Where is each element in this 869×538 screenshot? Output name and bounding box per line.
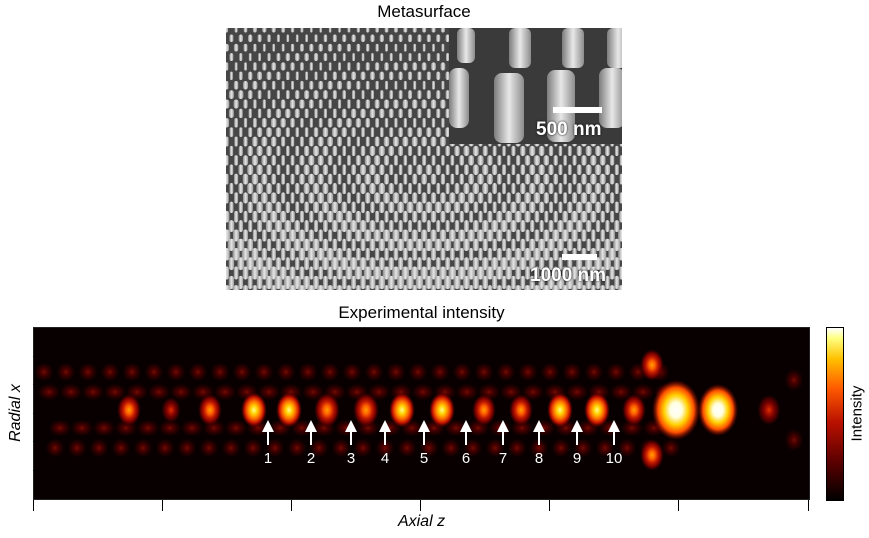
x-tick xyxy=(291,500,292,511)
x-tick xyxy=(420,500,421,511)
x-tick xyxy=(549,500,550,511)
x-tick xyxy=(808,500,809,511)
focus-arrow xyxy=(533,420,545,445)
focus-label: 8 xyxy=(535,450,543,467)
focus-label: 3 xyxy=(347,450,355,467)
intensity-map: 1 2 3 4 5 6 7 8 9 10 xyxy=(33,327,810,500)
focus-label: 7 xyxy=(499,450,507,467)
focus-label: 5 xyxy=(420,450,428,467)
colorbar xyxy=(826,327,844,501)
y-axis-label: Radial x xyxy=(7,384,24,442)
focus-arrow xyxy=(497,420,509,445)
x-axis-label: Axial z xyxy=(397,513,446,530)
focus-label: 2 xyxy=(307,450,315,467)
plot-title: Experimental intensity xyxy=(338,303,505,322)
x-tick xyxy=(33,500,34,511)
focus-arrow xyxy=(345,420,357,445)
focus-label: 4 xyxy=(381,450,389,467)
focus-arrow xyxy=(608,420,620,445)
sem-inset-micrograph xyxy=(449,28,622,144)
sem-title: Metasurface xyxy=(377,2,471,21)
focus-arrow xyxy=(460,420,472,445)
focus-arrow xyxy=(571,420,583,445)
inset-scale-bar xyxy=(553,107,602,113)
main-scale-bar xyxy=(562,254,597,260)
focus-label: 6 xyxy=(462,450,470,467)
focus-arrow xyxy=(379,420,391,445)
inset-scale-label: 500 nm xyxy=(536,119,602,140)
focus-arrow xyxy=(262,420,274,445)
y-tick xyxy=(33,384,40,385)
focus-arrow xyxy=(418,420,430,445)
focus-arrow xyxy=(305,420,317,445)
y-tick xyxy=(33,356,40,357)
x-tick xyxy=(678,500,679,511)
y-tick xyxy=(33,441,40,442)
focus-label: 9 xyxy=(573,450,581,467)
focus-label: 10 xyxy=(606,450,623,467)
focus-label: 1 xyxy=(264,450,272,467)
main-scale-label: 1000 nm xyxy=(530,265,607,286)
y-tick xyxy=(33,413,40,414)
x-tick xyxy=(162,500,163,511)
colorbar-label: Intensity xyxy=(848,385,866,442)
y-tick xyxy=(33,470,40,471)
